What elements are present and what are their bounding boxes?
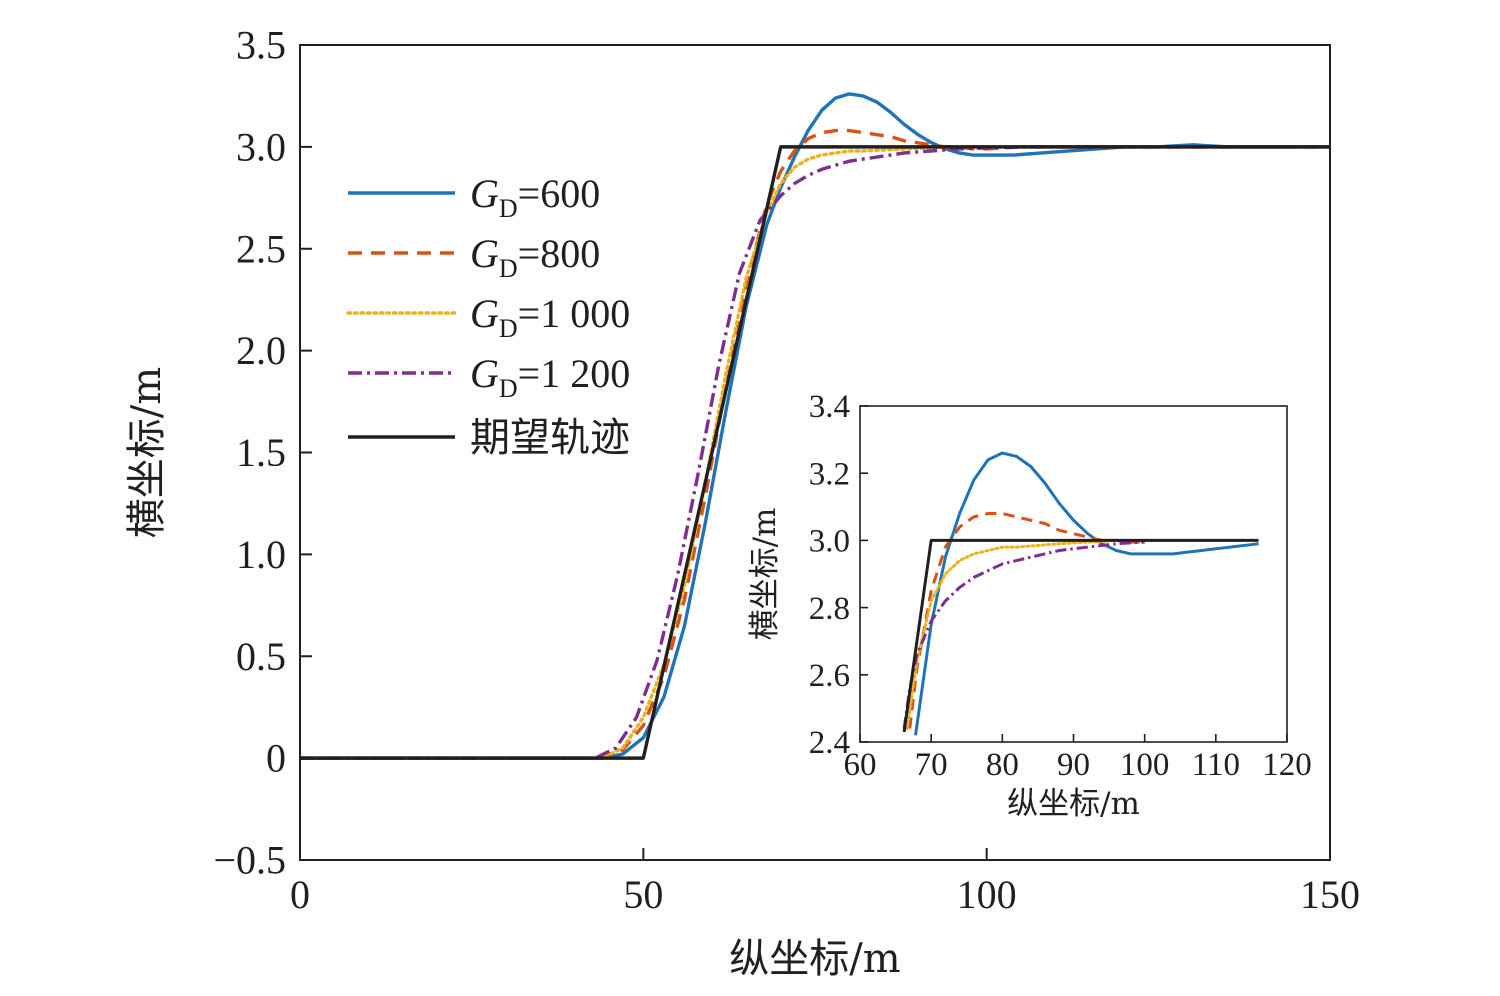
inset-ytick-label-5: 3.4 <box>809 389 850 425</box>
main-ytick-label-1: 0 <box>266 736 286 781</box>
legend-item-0: GD=600 <box>348 171 600 223</box>
legend-label-0: GD=600 <box>470 171 600 223</box>
inset-frame <box>859 405 1288 743</box>
main-xtick-label-3: 150 <box>1300 872 1360 917</box>
legend-label-subscript: D <box>499 374 518 403</box>
legend-item-2: GD=1 000 <box>346 291 630 343</box>
main-xtick-label-2: 100 <box>957 872 1017 917</box>
main-series-line-0 <box>300 92 1330 760</box>
main-ytick-label-3: 1.0 <box>236 532 286 577</box>
main-ytick-label-6: 2.5 <box>236 226 286 271</box>
inset-plot: 60 70 80 90 100 110 120 2.4 2.6 2.8 3.0 3.2 3.4 纵坐标/m… <box>747 389 1312 822</box>
inset-xtick-label-4: 100 <box>1120 747 1170 783</box>
inset-xtick-label-0: 60 <box>844 747 877 783</box>
inset-xtick-label-2: 80 <box>986 747 1019 783</box>
inset-xtick-label-3: 90 <box>1057 747 1090 783</box>
legend-label-value: =600 <box>518 171 601 216</box>
main-ytick-label-2: 0.5 <box>236 634 286 679</box>
legend-label-4: 期望轨迹 <box>470 415 630 461</box>
legend-label-2: GD=1 000 <box>470 291 630 343</box>
legend-label-1: GD=800 <box>470 231 600 283</box>
legend-label-subscript: D <box>499 314 518 343</box>
main-plot: 0 50 100 150−0.500.51.01.52.02.53.03.5纵坐标/m… <box>124 23 1360 982</box>
legend-label-value: =1 200 <box>518 351 631 396</box>
inset-xtick-label-5: 110 <box>1192 747 1240 783</box>
legend-label-3: GD=1 200 <box>470 351 630 403</box>
inset-series-line-4 <box>902 538 1259 733</box>
inset-ytick-label-3: 3.0 <box>809 524 850 560</box>
legend-label-subscript: D <box>499 254 518 283</box>
legend-label-var: G <box>470 171 499 216</box>
legend-label-var: G <box>470 231 499 276</box>
legend-label-var: G <box>470 291 499 336</box>
main-ytick-label-8: 3.5 <box>236 23 286 68</box>
inset-ytick-label-1: 2.6 <box>809 658 850 694</box>
inset-series-line-3 <box>902 540 1145 729</box>
legend-label-subscript: D <box>499 194 518 223</box>
main-xtick-label-1: 50 <box>623 872 663 917</box>
main-series-line-4 <box>300 145 1330 760</box>
main-x-axis-title: 纵坐标/m <box>729 936 900 982</box>
inset-y-axis-title: 横坐标/m <box>747 508 783 641</box>
main-ytick-label-5: 2.0 <box>236 328 286 373</box>
inset-xtick-label-6: 120 <box>1262 747 1312 783</box>
main-series-group <box>300 92 1330 760</box>
main-series-line-3 <box>300 145 1330 760</box>
legend-label-value: =1 000 <box>518 291 631 336</box>
legend-label-value: =800 <box>518 231 601 276</box>
inset-series-line-1 <box>908 512 1145 729</box>
main-ytick-label-4: 1.5 <box>236 430 286 475</box>
inset-ytick-label-2: 2.8 <box>809 591 850 627</box>
inset-x-axis-title: 纵坐标/m <box>1007 786 1140 822</box>
inset-xtick-label-1: 70 <box>915 747 948 783</box>
legend-label-var: G <box>470 351 499 396</box>
legend-item-4: 期望轨迹 <box>348 415 630 461</box>
inset-series-group <box>902 451 1259 736</box>
legend-item-1: GD=800 <box>348 231 600 283</box>
main-ytick-label-7: 3.0 <box>236 124 286 169</box>
main-y-axis-title: 横坐标/m <box>124 367 170 538</box>
inset-series-line-2 <box>905 538 1118 731</box>
inset-ytick-label-0: 2.4 <box>809 725 850 761</box>
main-xtick-label-0: 0 <box>290 872 310 917</box>
inset-ytick-label-4: 3.2 <box>809 456 850 492</box>
main-ytick-label-0: −0.5 <box>213 838 286 883</box>
legend-item-3: GD=1 200 <box>348 351 630 403</box>
inset-series-line-0 <box>914 451 1259 736</box>
